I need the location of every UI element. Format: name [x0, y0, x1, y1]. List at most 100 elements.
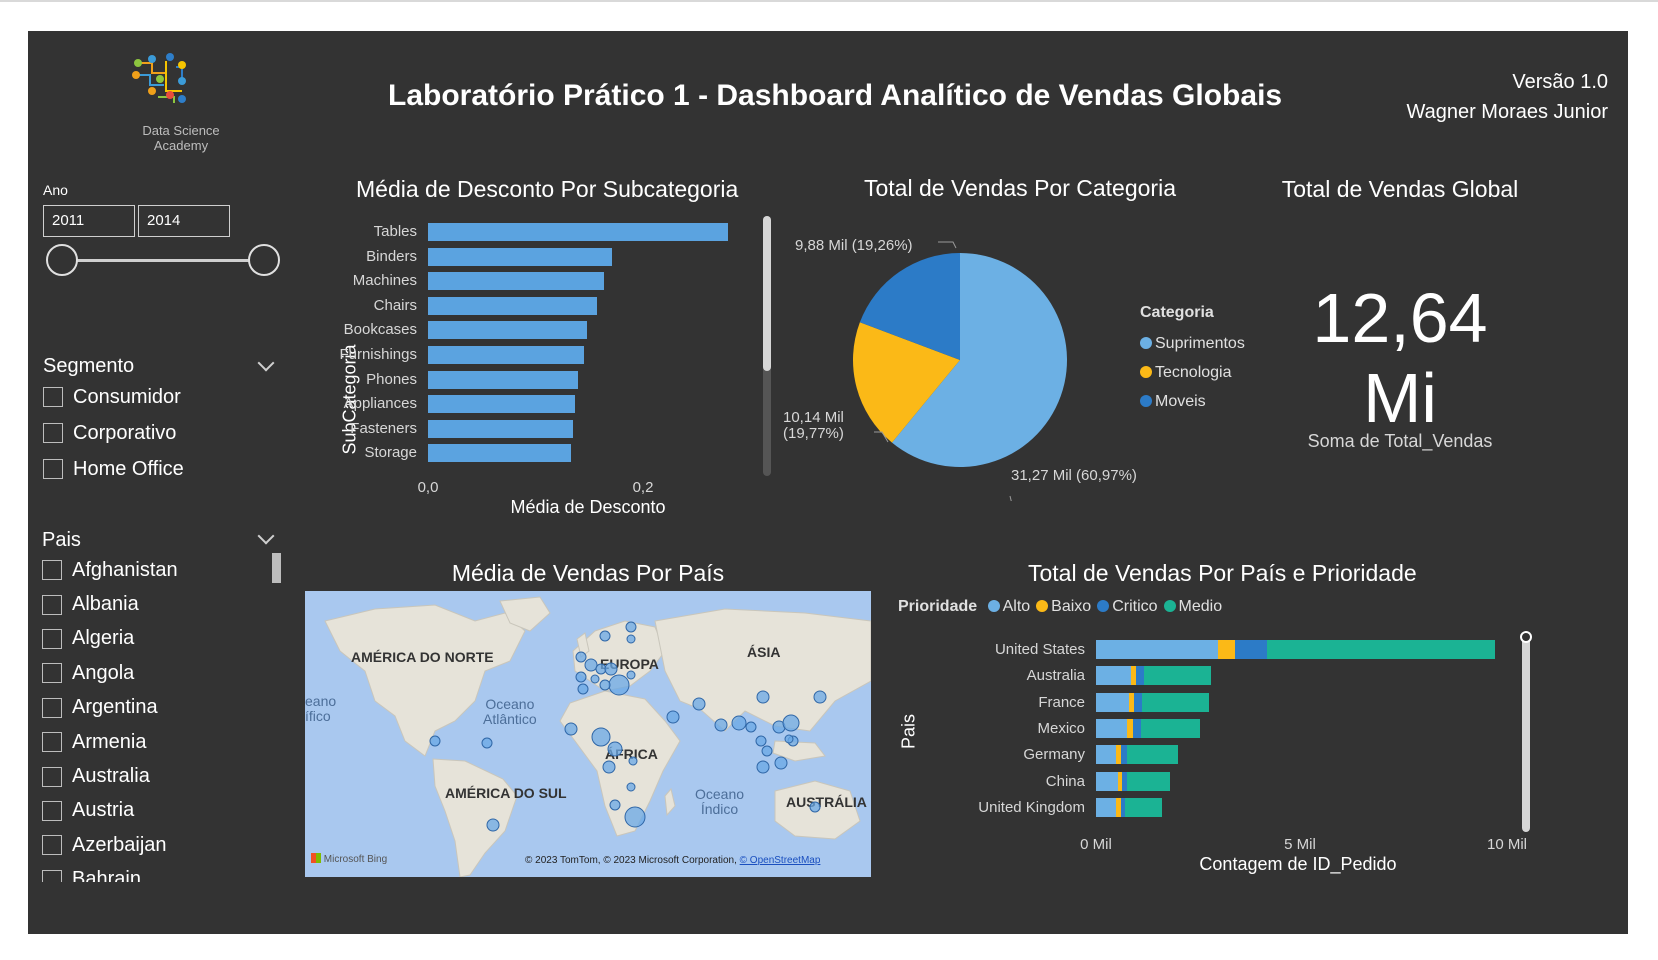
checkbox[interactable] — [42, 869, 62, 882]
priority-bar-segment-medio[interactable] — [1125, 797, 1163, 817]
country-option[interactable]: Argentina — [42, 691, 267, 725]
country-bubble[interactable] — [429, 735, 441, 747]
priority-bar-segment-critico[interactable] — [1135, 666, 1144, 686]
priority-bar-segment-alto[interactable] — [1096, 718, 1127, 738]
checkbox[interactable] — [43, 459, 63, 479]
country-option[interactable]: Austria — [42, 794, 267, 828]
country-bubble[interactable] — [609, 799, 621, 811]
country-bubble[interactable] — [599, 679, 611, 691]
priority-bar-segment-critico[interactable] — [1234, 640, 1268, 659]
country-bubble[interactable] — [590, 674, 600, 684]
discount-bar[interactable] — [428, 223, 728, 241]
priority-bar-segment-medio[interactable] — [1127, 771, 1171, 791]
country-chevron-down-icon[interactable] — [257, 527, 275, 545]
discount-bar[interactable] — [428, 296, 598, 315]
segment-option[interactable]: Home Office — [43, 451, 283, 487]
country-option[interactable]: Angola — [42, 656, 267, 690]
segment-option[interactable]: Corporativo — [43, 415, 283, 451]
country-option[interactable]: Australia — [42, 759, 267, 793]
country-bubble[interactable] — [756, 760, 770, 774]
category-legend-item[interactable]: Moveis — [1140, 387, 1245, 416]
priority-legend-item[interactable]: Baixo — [1036, 598, 1091, 615]
priority-legend-item[interactable]: Medio — [1163, 598, 1222, 615]
checkbox[interactable] — [42, 663, 62, 684]
priority-bar-segment-medio[interactable] — [1140, 718, 1200, 738]
pie-slice-tecnologia[interactable] — [853, 322, 960, 443]
openstreetmap-link[interactable]: © OpenStreetMap — [739, 855, 821, 866]
priority-bar-segment-critico[interactable] — [1122, 771, 1128, 791]
discount-bar[interactable] — [428, 444, 571, 463]
country-bubble[interactable] — [599, 630, 611, 642]
country-bubble[interactable] — [761, 745, 773, 757]
country-bubble[interactable] — [745, 721, 757, 733]
priority-bar-segment-alto[interactable] — [1096, 692, 1129, 712]
country-bubble[interactable] — [714, 718, 728, 732]
country-bubble[interactable] — [604, 662, 618, 676]
country-bubble[interactable] — [625, 621, 637, 633]
country-bubble[interactable] — [624, 806, 646, 828]
checkbox[interactable] — [42, 697, 62, 718]
segment-option[interactable]: Consumidor — [43, 379, 283, 415]
country-bubble[interactable] — [575, 671, 587, 683]
country-bubble[interactable] — [774, 756, 788, 770]
checkbox[interactable] — [42, 835, 62, 856]
checkbox[interactable] — [42, 594, 62, 615]
priority-bar-segment-alto[interactable] — [1096, 797, 1117, 817]
checkbox[interactable] — [43, 423, 63, 443]
country-bubble[interactable] — [602, 760, 616, 774]
pie-slice-suprimentos[interactable] — [891, 253, 1067, 467]
country-bubble[interactable] — [626, 782, 636, 792]
discount-bar[interactable] — [428, 370, 578, 389]
year-slider-start-handle[interactable] — [46, 244, 78, 276]
country-bubble[interactable] — [756, 690, 770, 704]
country-bubble[interactable] — [813, 690, 827, 704]
priority-bar-segment-baixo[interactable] — [1130, 666, 1136, 686]
priority-bar-segment-medio[interactable] — [1267, 640, 1496, 659]
priority-legend-item[interactable]: Critico — [1097, 598, 1158, 615]
country-bubble[interactable] — [782, 714, 800, 732]
priority-bar-segment-baixo[interactable] — [1128, 692, 1134, 712]
country-list-scrollbar[interactable] — [272, 553, 281, 583]
discount-chart-scrollbar-thumb[interactable] — [763, 216, 771, 371]
country-bubble[interactable] — [577, 683, 589, 695]
priority-bar-segment-critico[interactable] — [1132, 718, 1141, 738]
priority-bar-segment-baixo[interactable] — [1126, 718, 1133, 738]
country-bubble[interactable] — [626, 634, 636, 644]
country-bubble[interactable] — [584, 658, 598, 672]
priority-bar-segment-baixo[interactable] — [1116, 745, 1122, 765]
country-option[interactable]: Albania — [42, 587, 267, 621]
year-from-input[interactable]: 2011 — [43, 205, 135, 237]
checkbox[interactable] — [42, 766, 62, 787]
country-option[interactable]: Algeria — [42, 622, 267, 656]
priority-legend-item[interactable]: Alto — [987, 598, 1030, 615]
country-option[interactable]: Bahrain — [42, 863, 267, 882]
country-bubble[interactable] — [731, 715, 747, 731]
category-legend-item[interactable]: Suprimentos — [1140, 329, 1245, 358]
year-slider-track[interactable] — [62, 259, 264, 262]
country-bubble[interactable] — [607, 741, 623, 757]
discount-bar[interactable] — [428, 247, 612, 266]
country-bubble[interactable] — [575, 651, 587, 663]
priority-bar-segment-medio[interactable] — [1143, 666, 1211, 686]
country-bubble[interactable] — [564, 722, 578, 736]
country-option[interactable]: Afghanistan — [42, 553, 267, 587]
priority-bar-segment-alto[interactable] — [1096, 640, 1219, 659]
checkbox[interactable] — [43, 387, 63, 407]
checkbox[interactable] — [42, 628, 62, 649]
priority-bar-segment-baixo[interactable] — [1116, 797, 1122, 817]
sales-by-country-map[interactable]: AMÉRICA DO NORTE EUROPA ÁSIA ÁFRICA AMÉR… — [305, 591, 871, 877]
segment-chevron-down-icon[interactable] — [257, 354, 275, 372]
country-bubble[interactable] — [626, 670, 636, 680]
country-bubble[interactable] — [591, 727, 611, 747]
checkbox[interactable] — [42, 800, 62, 821]
priority-bar-segment-medio[interactable] — [1127, 745, 1179, 765]
country-bubble[interactable] — [481, 737, 493, 749]
country-bubble[interactable] — [692, 697, 706, 711]
country-bubble[interactable] — [809, 801, 821, 813]
priority-bar-segment-alto[interactable] — [1096, 771, 1119, 791]
discount-bar[interactable] — [428, 395, 575, 414]
priority-bar-segment-critico[interactable] — [1121, 797, 1126, 817]
priority-chart-scrollbar[interactable] — [1522, 636, 1530, 832]
year-slider-end-handle[interactable] — [248, 244, 280, 276]
discount-bar[interactable] — [428, 272, 604, 291]
